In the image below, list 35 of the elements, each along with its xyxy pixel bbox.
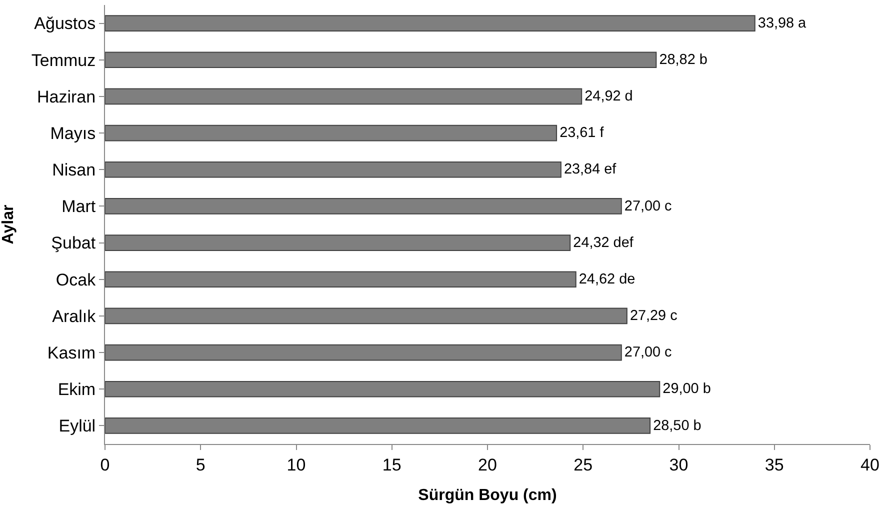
- y-tick-label: Şubat: [51, 234, 96, 253]
- y-tick-label: Ağustos: [34, 14, 96, 34]
- y-axis-title: Aylar: [0, 204, 17, 244]
- x-tick-label: 20: [478, 455, 497, 474]
- data-label: 24,92 d: [584, 88, 633, 105]
- data-label: 23,84 ef: [564, 162, 618, 178]
- y-tick-label: Mart: [62, 197, 96, 216]
- data-label: 33,98 a: [758, 15, 808, 32]
- data-label: 24,32 def: [573, 234, 634, 251]
- data-label: 23,61 f: [560, 125, 605, 142]
- y-tick-label: Eylül: [58, 416, 96, 436]
- x-tick-label: 15: [382, 455, 402, 474]
- x-tick-label: 40: [860, 455, 880, 474]
- x-tick-label: 5: [196, 455, 206, 474]
- y-tick-label: Ekim: [58, 380, 96, 400]
- data-label: 27,00 c: [624, 198, 672, 214]
- y-tick-label: Kasım: [47, 343, 96, 362]
- x-tick-label: 25: [574, 455, 593, 474]
- y-tick-label: Temmuz: [31, 50, 96, 70]
- data-label: 28,82 b: [659, 52, 708, 68]
- x-tick-label: 30: [669, 455, 688, 474]
- x-axis-title: Sürgün Boyu (cm): [418, 487, 557, 504]
- y-tick-label: Haziran: [37, 87, 96, 106]
- x-tick-label: 10: [286, 455, 306, 474]
- data-label: 24,62 de: [578, 271, 636, 288]
- data-label: 27,00 c: [624, 344, 672, 361]
- data-label: 29,00 b: [662, 381, 711, 398]
- y-tick-label: Mayıs: [50, 124, 96, 143]
- y-tick-label: Ocak: [56, 270, 96, 290]
- y-tick-label: Aralık: [52, 306, 96, 326]
- data-label: 27,29 c: [630, 308, 678, 324]
- y-tick-label: Nisan: [52, 160, 96, 180]
- data-label: 28,50 b: [653, 418, 702, 434]
- x-tick-label: 35: [764, 455, 784, 474]
- x-tick-label: 0: [100, 455, 110, 474]
